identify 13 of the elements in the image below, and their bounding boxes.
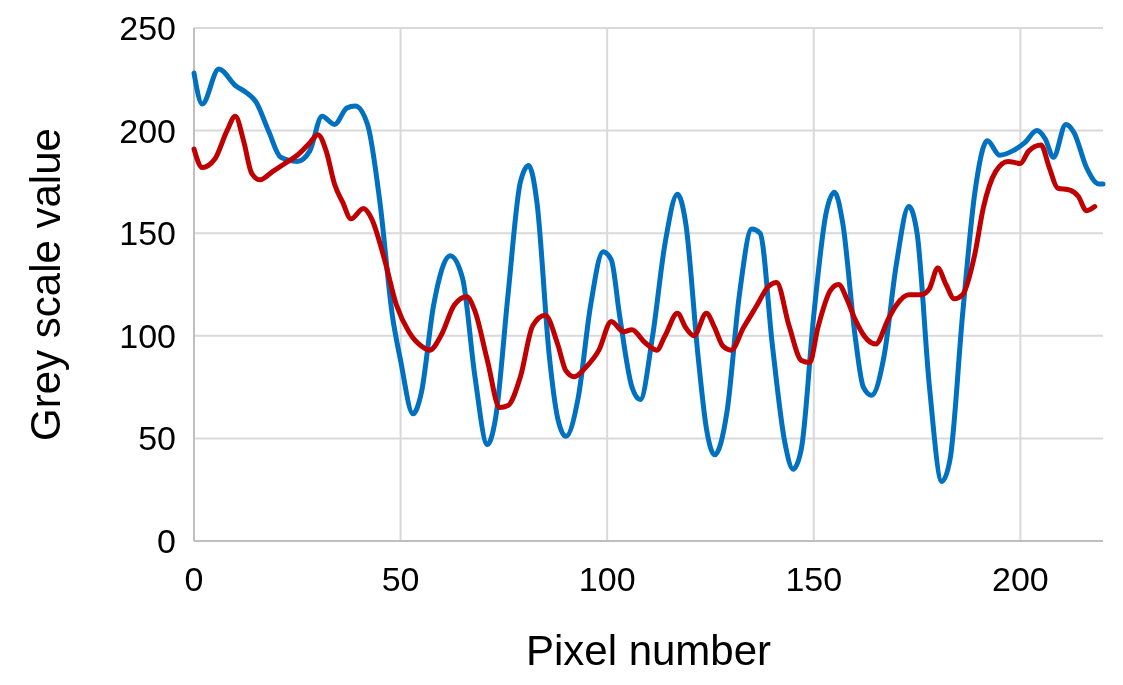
x-tick-label: 200	[992, 560, 1049, 598]
y-tick-label: 150	[119, 214, 176, 253]
y-tick-label: 200	[119, 111, 176, 150]
y-tick-label: 50	[138, 419, 176, 458]
x-tick-label: 150	[785, 560, 843, 598]
y-tick-label: 100	[119, 316, 176, 355]
x-tick-label: 0	[184, 560, 204, 598]
x-tick-label: 100	[578, 560, 636, 598]
y-tick-label: 250	[119, 8, 176, 47]
y-tick-label: 0	[157, 521, 176, 560]
x-axis-title: Pixel number	[525, 627, 772, 674]
y-axis-title: Grey scale value	[22, 128, 69, 441]
x-tick-label: 50	[381, 560, 420, 598]
